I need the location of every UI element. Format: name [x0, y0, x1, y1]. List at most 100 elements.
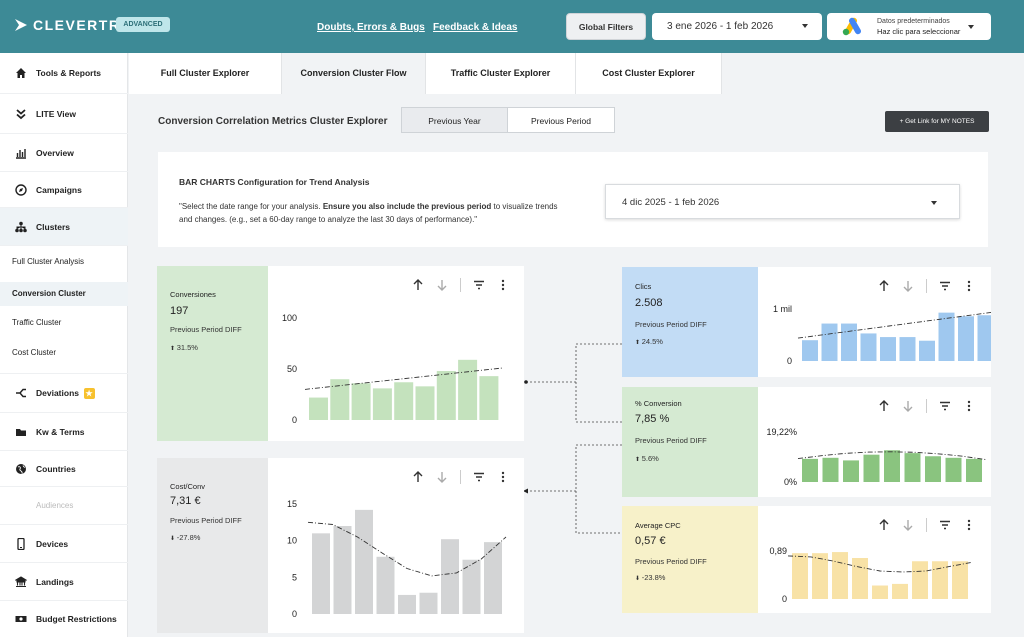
y-tick-label: 0 — [782, 594, 787, 604]
filter-icon[interactable] — [939, 280, 951, 292]
chart-toolbar — [878, 399, 975, 413]
trend-line — [797, 451, 987, 461]
previous-year-toggle[interactable]: Previous Year — [401, 107, 508, 133]
metric-value: 7,31 € — [170, 495, 201, 507]
filter-icon[interactable] — [473, 471, 485, 483]
chart-bar — [351, 383, 371, 420]
sidebar-item-lite-view[interactable]: LITE View — [0, 94, 128, 134]
y-tick-label: 19,22% — [766, 427, 797, 437]
metric-diff-value: ⬆ 5.6% — [635, 454, 659, 463]
y-tick-label: 1 mil — [773, 304, 792, 314]
tab-cost-cluster-explorer[interactable]: Cost Cluster Explorer — [576, 53, 722, 94]
sidebar-subitem-conversion-cluster[interactable]: Conversion Cluster — [0, 282, 128, 306]
sort-descending-icon[interactable] — [436, 471, 448, 483]
metric-diff-label: Previous Period DIFF — [170, 325, 242, 334]
more-vert-icon[interactable] — [963, 280, 975, 292]
toolbar-divider — [926, 279, 927, 293]
cluster-tabs: Full Cluster Explorer Conversion Cluster… — [129, 53, 1024, 94]
sidebar-subitem-full-cluster-analysis[interactable]: Full Cluster Analysis — [12, 257, 85, 266]
filter-icon[interactable] — [939, 519, 951, 531]
sort-ascending-icon[interactable] — [878, 519, 890, 531]
metric-diff-value: ⬆ 24.5% — [635, 337, 663, 346]
previous-period-toggle[interactable]: Previous Period — [507, 107, 615, 133]
sidebar-item-tools-reports[interactable]: Tools & Reports — [0, 53, 128, 94]
sidebar-item-devices[interactable]: Devices — [0, 525, 128, 563]
sidebar-item-clusters[interactable]: Clusters — [0, 208, 128, 246]
more-vert-icon[interactable] — [963, 400, 975, 412]
sidebar-item-label: Deviations — [36, 388, 79, 398]
globe-icon — [16, 463, 26, 474]
sort-ascending-icon[interactable] — [878, 400, 890, 412]
metric-summary: Cost/Conv 7,31 € Previous Period DIFF ⬇ -27… — [157, 458, 268, 633]
sidebar-item-label: Campaigns — [36, 184, 82, 195]
metric-bar-chart: 0,89 0 — [769, 546, 973, 604]
tab-traffic-cluster-explorer[interactable]: Traffic Cluster Explorer — [426, 53, 576, 94]
chart-bar — [372, 388, 392, 420]
trend-line — [787, 555, 973, 573]
sort-ascending-icon[interactable] — [878, 280, 890, 292]
trend-date-range-select[interactable]: 4 dic 2025 - 1 feb 2026 — [605, 184, 960, 219]
metric-summary: Clics 2.508 Previous Period DIFF ⬆ 24.5% — [622, 267, 758, 377]
feedback-link[interactable]: Feedback & Ideas — [433, 22, 518, 33]
chart-toolbar — [412, 470, 509, 484]
sort-descending-icon[interactable] — [902, 519, 914, 531]
header-date-range-select[interactable]: 3 ene 2026 - 1 feb 2026 — [652, 13, 822, 40]
sidebar-subitem-cost-cluster[interactable]: Cost Cluster — [12, 348, 57, 357]
metric-bar-chart: 19,22% 0% — [766, 427, 987, 487]
chart-bar — [458, 359, 478, 420]
metric-title: Clics — [635, 282, 652, 291]
more-vert-icon[interactable] — [963, 519, 975, 531]
caret-down-icon — [931, 201, 937, 205]
star-icon — [84, 387, 95, 399]
sidebar-item-overview[interactable]: Overview — [0, 134, 128, 172]
doubts-link[interactable]: Doubts, Errors & Bugs — [317, 22, 425, 33]
chart-bar — [376, 556, 395, 614]
caret-down-icon — [802, 24, 808, 28]
get-link-notes-button[interactable]: + Get Link for MY NOTES — [885, 111, 989, 132]
tab-conversion-cluster-flow[interactable]: Conversion Cluster Flow — [282, 53, 426, 94]
chart-bar — [952, 561, 968, 599]
y-tick-label: 0 — [292, 415, 297, 425]
page-title: Conversion Correlation Metrics Cluster E… — [158, 116, 388, 127]
sidebar-item-label: Countries — [36, 463, 76, 474]
sort-ascending-icon[interactable] — [412, 279, 424, 291]
brand-name: CLEVERTREK — [33, 17, 143, 33]
toolbar-divider — [460, 470, 461, 484]
sidebar-item-campaigns[interactable]: Campaigns — [0, 172, 128, 208]
metric-value: 7,85 % — [635, 413, 670, 425]
sidebar-item-deviations[interactable]: Deviations — [0, 373, 128, 413]
sidebar-item-label: Tools & Reports — [36, 68, 102, 78]
top-header: CLEVERTREK ADVANCED Doubts, Errors & Bug… — [0, 0, 1024, 53]
more-vert-icon[interactable] — [497, 279, 509, 291]
arrow-down-icon: ⬇ — [635, 576, 642, 582]
metric-diff-value: ⬇ -27.8% — [170, 533, 200, 542]
config-desc-bold: Ensure you also include the previous per… — [322, 202, 492, 211]
sidebar-subitem-traffic-cluster[interactable]: Traffic Cluster — [12, 318, 62, 327]
metric-title: % Conversion — [635, 399, 682, 408]
sort-descending-icon[interactable] — [902, 400, 914, 412]
sort-descending-icon[interactable] — [436, 279, 448, 291]
filter-icon[interactable] — [473, 279, 485, 291]
sort-ascending-icon[interactable] — [412, 471, 424, 483]
metric-diff-label: Previous Period DIFF — [635, 557, 707, 566]
metric-diff-value: ⬇ -23.8% — [635, 573, 665, 582]
y-tick-label: 100 — [282, 313, 297, 323]
trend-date-range-value: 4 dic 2025 - 1 feb 2026 — [622, 197, 720, 208]
global-filters-button[interactable]: Global Filters — [566, 13, 646, 40]
sidebar-item-budget-restrictions[interactable]: Budget Restrictions — [0, 601, 128, 637]
chart-bar — [938, 312, 955, 361]
brand-logo[interactable]: CLEVERTREK — [14, 17, 143, 33]
sidebar-item-label: Landings — [36, 576, 74, 587]
sidebar-item-countries[interactable]: Countries — [0, 451, 128, 487]
sidebar: Tools & Reports LITE View Overview Campa… — [0, 53, 128, 637]
chart-bar — [330, 379, 350, 420]
folder-icon — [16, 428, 26, 436]
sidebar-item-kw-terms[interactable]: Kw & Terms — [0, 413, 128, 451]
chart-bar — [333, 526, 352, 614]
filter-icon[interactable] — [939, 400, 951, 412]
tab-full-cluster-explorer[interactable]: Full Cluster Explorer — [129, 53, 282, 94]
more-vert-icon[interactable] — [497, 471, 509, 483]
google-ads-account-select[interactable]: Datos predeterminados Haz clic para sele… — [827, 13, 991, 40]
sort-descending-icon[interactable] — [902, 280, 914, 292]
sidebar-item-landings[interactable]: Landings — [0, 563, 128, 601]
